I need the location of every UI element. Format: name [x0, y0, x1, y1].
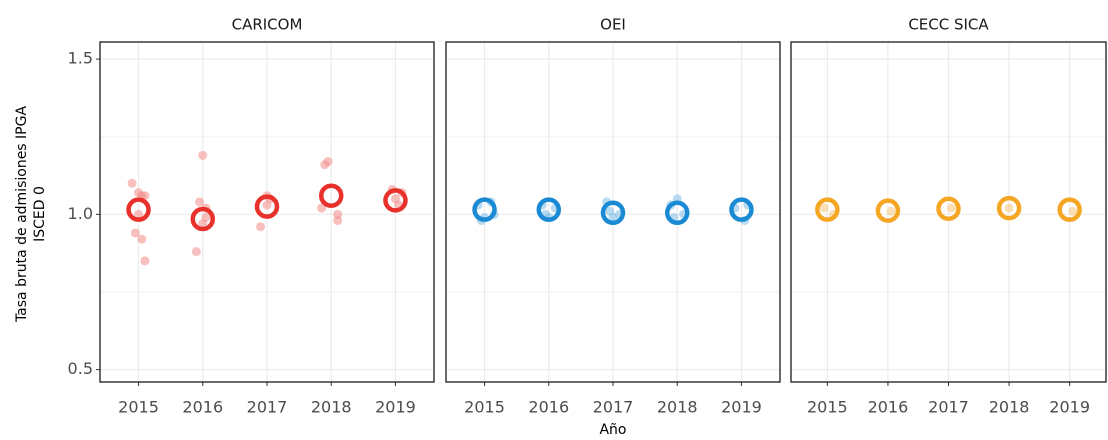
- x-tick-label: 2019: [375, 398, 416, 417]
- x-tick-label: 2015: [118, 398, 159, 417]
- data-point: [140, 256, 150, 266]
- y-axis-title: Tasa bruta de admisiones IPGA: [14, 106, 30, 324]
- data-point: [947, 203, 957, 213]
- data-point: [130, 228, 140, 238]
- y-tick-label: 1.0: [68, 204, 93, 223]
- x-tick-label: 2016: [868, 398, 909, 417]
- mean-point: [383, 188, 408, 213]
- x-tick-label: 2018: [989, 398, 1030, 417]
- panel-border: [445, 41, 781, 383]
- x-tick-label: 2015: [464, 398, 505, 417]
- facet-title: CARICOM: [232, 16, 303, 34]
- data-point: [333, 209, 343, 219]
- mean-point: [126, 197, 151, 222]
- x-tick-label: 2017: [928, 398, 969, 417]
- data-point: [323, 157, 333, 167]
- mean-point: [664, 200, 690, 226]
- data-point: [605, 206, 615, 216]
- mean-point: [729, 197, 754, 222]
- x-tick-label: 2016: [528, 398, 569, 417]
- data-point: [140, 191, 150, 201]
- x-tick-label: 2018: [311, 398, 352, 417]
- panel-border: [99, 41, 435, 383]
- data-point: [819, 203, 829, 213]
- mean-point: [600, 200, 626, 226]
- y-axis-title: ISCED 0: [32, 186, 48, 242]
- data-point: [886, 206, 896, 216]
- x-axis-title: Año: [599, 422, 626, 438]
- y-tick-label: 1.5: [68, 49, 93, 68]
- data-point: [256, 222, 266, 232]
- mean-point: [936, 196, 961, 221]
- data-point: [390, 194, 400, 204]
- data-point: [191, 247, 201, 257]
- data-point: [137, 234, 147, 244]
- mean-point: [254, 194, 280, 219]
- facet-title: CECC SICA: [908, 16, 989, 34]
- data-point: [317, 203, 327, 213]
- x-tick-label: 2019: [1049, 398, 1090, 417]
- x-tick-label: 2015: [807, 398, 848, 417]
- data-point: [1004, 203, 1014, 213]
- x-tick-label: 2017: [593, 398, 634, 417]
- data-point: [262, 200, 272, 210]
- x-tick-label: 2019: [721, 398, 762, 417]
- mean-point: [190, 206, 216, 232]
- mean-point: [875, 198, 901, 223]
- mean-point: [1057, 197, 1082, 222]
- x-tick-label: 2017: [247, 398, 288, 417]
- mean-point: [996, 195, 1022, 221]
- panel-border: [790, 41, 1107, 383]
- mean-point: [815, 197, 840, 222]
- x-tick-label: 2016: [182, 398, 223, 417]
- data-point: [201, 212, 211, 222]
- y-tick-label: 0.5: [68, 359, 93, 378]
- data-point: [333, 216, 343, 226]
- mean-point: [536, 197, 562, 222]
- data-point: [195, 197, 205, 207]
- mean-point: [318, 183, 344, 208]
- data-point: [198, 150, 208, 160]
- x-tick-label: 2018: [657, 398, 698, 417]
- data-point: [1068, 206, 1078, 216]
- data-point: [127, 178, 137, 188]
- facet-title: OEI: [600, 16, 626, 34]
- data-point: [134, 209, 144, 219]
- mean-point: [472, 197, 497, 222]
